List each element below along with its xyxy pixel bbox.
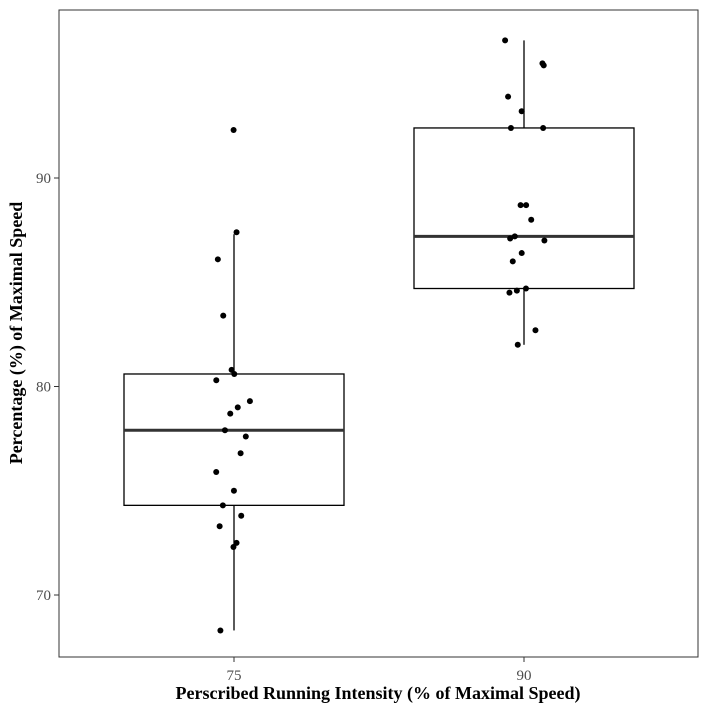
data-point [541,237,548,244]
data-point [514,341,521,348]
data-point [511,233,518,240]
data-point [540,124,547,131]
data-point [217,627,224,634]
y-axis-title: Percentage (%) of Maximal Speed [6,202,27,465]
data-point [540,62,547,69]
data-point [213,377,220,384]
data-point [242,433,249,440]
data-point [221,427,228,434]
data-point [507,124,514,131]
data-point [227,410,234,417]
data-point [237,450,244,457]
data-point [219,502,226,509]
data-point [518,250,525,257]
data-point [522,285,529,292]
axis-ticks: 70 80 90 75 90 [36,171,532,684]
data-point [230,487,237,494]
data-point [231,370,238,377]
data-point [233,229,240,236]
data-point [234,404,241,411]
data-point [523,202,530,209]
data-point [213,468,220,475]
data-point [233,539,240,546]
box-iqr [123,373,345,506]
y-tick-label: 90 [36,171,51,187]
data-point [506,289,513,296]
data-point [220,312,227,319]
data-point [230,544,237,551]
data-point [507,235,514,242]
data-point [216,523,223,530]
y-tick-label: 80 [36,380,51,396]
data-point [528,216,535,223]
x-axis-title: Perscribed Running Intensity (% of Maxim… [176,683,581,704]
y-tick-label: 70 [36,588,51,604]
data-point [513,287,520,294]
x-tick-label: 90 [517,668,532,684]
data-point [517,202,524,209]
data-point [509,258,516,265]
data-point [238,512,245,519]
data-point [230,127,237,134]
data-point [214,256,221,263]
box-iqr [413,127,635,290]
x-tick-label: 75 [227,668,242,684]
data-point [502,37,509,44]
chart-marks [123,37,635,634]
data-point [246,398,253,405]
data-point [532,327,539,334]
data-point [518,108,525,115]
data-point [505,93,512,100]
plot-panel-border [58,9,699,658]
